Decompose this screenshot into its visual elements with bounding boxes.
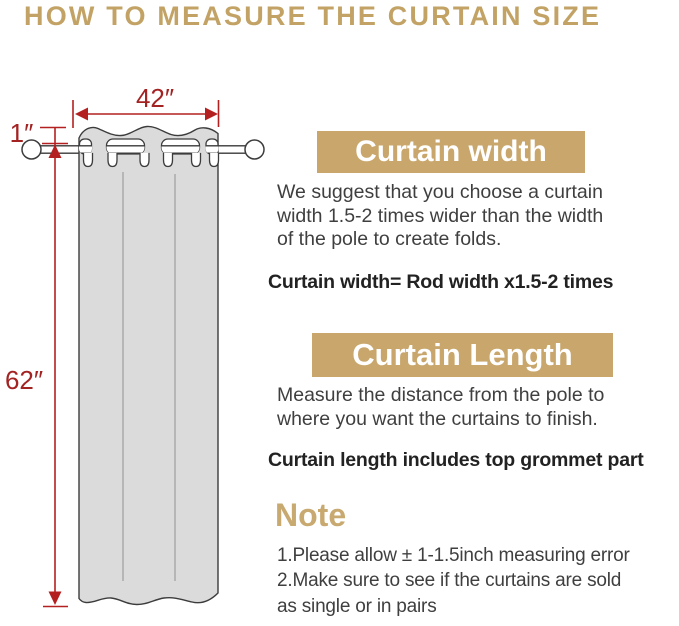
paragraph-line: Measure the distance from the pole to <box>277 384 605 406</box>
paragraph-line: where you want the curtains to finish. <box>277 407 598 430</box>
curtain-length-paragraph: Measure the distance from the pole to wh… <box>277 384 604 431</box>
curtain-length-formula: Curtain length includes top grommet part <box>268 449 644 471</box>
rod-finial-right <box>244 139 265 160</box>
note-line: as single or in pairs <box>277 595 437 617</box>
rod-finial-left <box>21 139 42 160</box>
paragraph-line: of the pole to create folds. <box>277 228 502 251</box>
fold-lines <box>122 172 176 581</box>
note-line: 2.Make sure to see if the curtains are s… <box>277 570 622 592</box>
curtain-width-paragraph: We suggest that you choose a curtain wid… <box>277 181 603 252</box>
curtain-measure-diagram: 42″ 1″ 62″ <box>5 83 265 608</box>
length-dimension <box>43 127 68 608</box>
grommet-top-dimension <box>40 126 68 145</box>
note-line: 1.Please allow ± 1-1.5inch measuring err… <box>277 545 630 566</box>
paragraph-line: We suggest that you choose a curtain <box>277 181 603 203</box>
curtain-panel <box>78 125 219 606</box>
page-title: HOW TO MEASURE THE CURTAIN SIZE <box>24 1 602 31</box>
note-heading: Note <box>275 497 347 533</box>
length-dimension-label: 62″ <box>5 365 43 395</box>
note-list: 1.Please allow ± 1-1.5inch measuring err… <box>277 543 630 619</box>
grommet-top-dimension-label: 1″ <box>10 118 34 148</box>
curtain-width-heading: Curtain width <box>317 131 585 173</box>
width-dimension-label: 42″ <box>136 83 174 113</box>
paragraph-line: width 1.5-2 times wider than the width <box>277 204 604 227</box>
curtain-width-formula: Curtain width= Rod width x1.5-2 times <box>268 271 614 293</box>
width-dimension-arrows <box>75 107 218 121</box>
width-dimension <box>72 100 220 128</box>
curtain-length-heading: Curtain Length <box>312 333 613 377</box>
grommet-loops <box>82 152 220 168</box>
